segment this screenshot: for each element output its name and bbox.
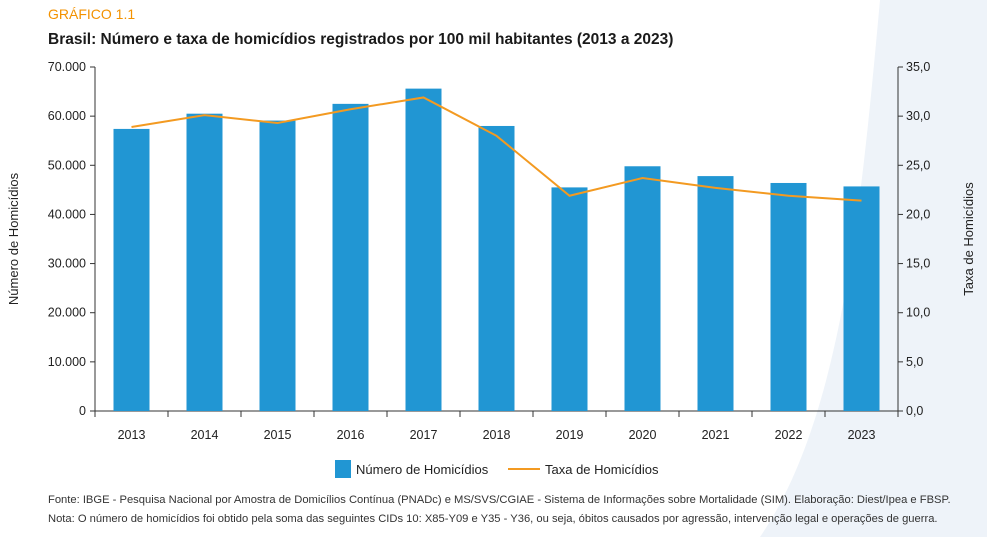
x-tick-label: 2021 [702, 428, 730, 442]
x-tick-label: 2017 [410, 428, 438, 442]
bar [478, 125, 515, 411]
x-tick-label: 2022 [775, 428, 803, 442]
chart-label: GRÁFICO 1.1 [48, 6, 136, 22]
legend-bar-label: Número de Homicídios [356, 462, 489, 477]
y-axis-title: Número de Homicídios [6, 172, 21, 305]
source-note: Fonte: IBGE - Pesquisa Nacional por Amos… [48, 494, 951, 506]
x-tick-label: 2015 [264, 428, 292, 442]
bar [843, 186, 880, 411]
y2-tick-label: 35,0 [906, 60, 930, 74]
y-tick-label: 0 [79, 404, 86, 418]
bar [113, 128, 150, 412]
y2-tick-label: 30,0 [906, 109, 930, 123]
y-tick-label: 40.000 [48, 207, 86, 221]
y-tick-label: 70.000 [48, 60, 86, 74]
legend-bar-swatch [335, 460, 351, 478]
bar [551, 187, 588, 411]
y2-tick-label: 20,0 [906, 207, 930, 221]
x-tick-label: 2020 [629, 428, 657, 442]
y2-tick-label: 15,0 [906, 257, 930, 271]
chart-title: Brasil: Número e taxa de homicídios regi… [48, 31, 674, 48]
y-tick-label: 10.000 [48, 355, 86, 369]
series-line [131, 96, 862, 202]
y2-tick-label: 0,0 [906, 404, 923, 418]
y2-tick-label: 25,0 [906, 158, 930, 172]
bar [332, 103, 369, 411]
bar [770, 182, 807, 411]
x-tick-label: 2016 [337, 428, 365, 442]
x-tick-label: 2023 [848, 428, 876, 442]
x-tick-label: 2013 [118, 428, 146, 442]
x-tick-label: 2014 [191, 428, 219, 442]
y-tick-label: 50.000 [48, 158, 86, 172]
footnote: Nota: O número de homicídios foi obtido … [48, 513, 938, 525]
bar [624, 166, 661, 411]
y-tick-label: 60.000 [48, 109, 86, 123]
bar [259, 120, 296, 412]
chart: 0 10.000 20.000 30.000 40.000 50.000 60.000 70.… [6, 60, 976, 478]
y-tick-label: 20.000 [48, 306, 86, 320]
legend-line-label: Taxa de Homicídios [545, 462, 659, 477]
y2-tick-label: 5,0 [906, 355, 923, 369]
y2-tick-label: 10,0 [906, 306, 930, 320]
x-tick-label: 2018 [483, 428, 511, 442]
bar [405, 88, 442, 411]
bar [186, 113, 223, 411]
x-tick-label: 2019 [556, 428, 584, 442]
bar [697, 176, 734, 411]
y-tick-label: 30.000 [48, 257, 86, 271]
y2-axis-title: Taxa de Homicídios [961, 182, 976, 296]
